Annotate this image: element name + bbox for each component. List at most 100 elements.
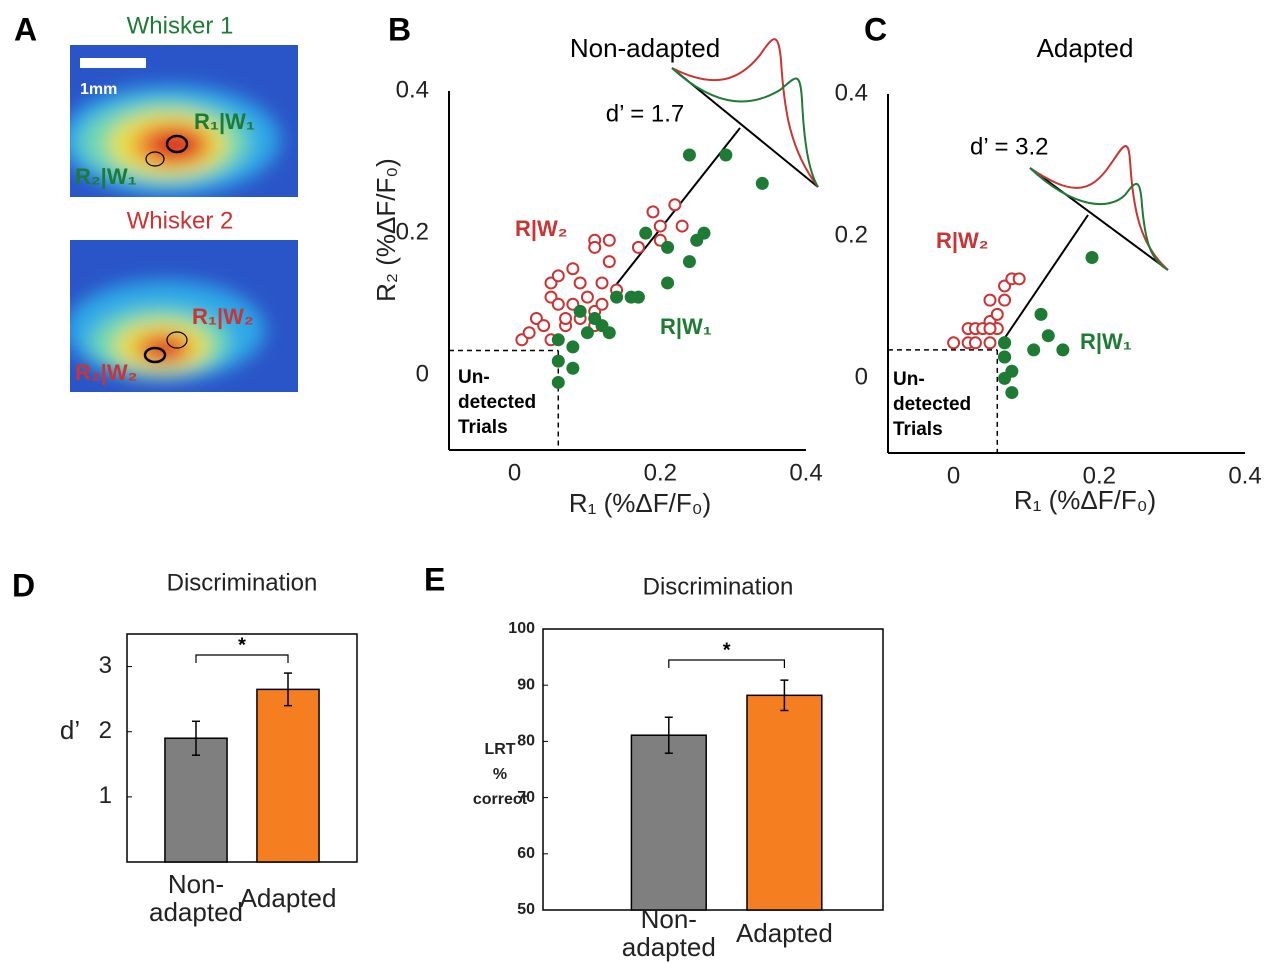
x-tick-label: Non-adapted (622, 904, 716, 962)
point (524, 327, 535, 338)
panel-label: A (14, 11, 37, 47)
series-label: R|W₁ (1080, 329, 1132, 354)
y-axis-label: LRT%correct (473, 741, 528, 808)
point (640, 228, 651, 239)
x-axis-label: R₁ (%ΔF/F₀) (1014, 485, 1156, 515)
x-tick-label: 0.2 (644, 459, 677, 486)
point (553, 299, 564, 310)
point (970, 337, 981, 348)
point (633, 242, 644, 253)
chart-title: Non-adapted (570, 33, 720, 63)
point (1006, 387, 1017, 398)
point (948, 337, 959, 348)
y-tick-label: 100 (508, 620, 535, 637)
panel-label: D (12, 567, 35, 603)
point (662, 277, 673, 288)
y-axis-label: R₂ (%ΔF/F₀) (371, 158, 401, 302)
point (553, 356, 564, 367)
point (553, 270, 564, 281)
point (1014, 273, 1025, 284)
point (684, 256, 695, 267)
roi-label: R₂|W₁ (75, 164, 137, 189)
bar (165, 738, 227, 862)
y-tick-label: 0.2 (835, 222, 868, 249)
point (992, 309, 1003, 320)
y-tick-label: 0.4 (835, 79, 868, 106)
point (677, 221, 688, 232)
point (553, 377, 564, 388)
point (560, 313, 571, 324)
point (582, 292, 593, 303)
panel-label: C (864, 11, 887, 47)
y-tick-label: 60 (517, 845, 535, 862)
point (699, 228, 710, 239)
y-tick-label: 50 (517, 901, 535, 918)
point (1087, 252, 1098, 263)
series-label: R|W₂ (515, 216, 568, 241)
plot-frame (127, 634, 357, 862)
point (655, 221, 666, 232)
point (662, 242, 673, 253)
y-tick-label: 0 (855, 364, 868, 391)
distribution-sketch (612, 39, 1168, 345)
point (999, 352, 1010, 363)
point (1036, 309, 1047, 320)
point (1057, 344, 1068, 355)
scale-label: 1mm (80, 81, 117, 98)
point (597, 277, 608, 288)
plot-frame (543, 629, 883, 910)
figure: A B C D E Whisker 1 1mm R₁|W₁ R₂|W₁ Whis… (0, 0, 1272, 964)
x-tick-label: Adapted (736, 918, 833, 948)
image-title: Whisker 1 (127, 12, 234, 39)
point (538, 320, 549, 331)
panel-label: B (388, 11, 411, 47)
chart-title: Discrimination (643, 573, 794, 600)
annotation: d’ = 3.2 (970, 133, 1049, 160)
scale-bar (80, 58, 146, 68)
point (589, 242, 600, 253)
chart-title: Discrimination (167, 569, 318, 596)
x-axis-label: R₁ (%ΔF/F₀) (569, 488, 711, 518)
x-tick-label: 0 (947, 462, 960, 489)
point (567, 263, 578, 274)
y-tick-label: 1 (99, 782, 112, 809)
point (684, 149, 695, 160)
series-label: R|W₁ (660, 314, 712, 339)
point (985, 295, 996, 306)
roi-label: R₁|W₂ (192, 304, 254, 329)
image-title: Whisker 2 (127, 207, 234, 234)
x-tick-label: 0 (508, 459, 521, 486)
bar (257, 689, 319, 862)
y-tick-label: 0 (416, 361, 429, 388)
point (597, 299, 608, 310)
point (604, 256, 615, 267)
point (999, 295, 1010, 306)
point (1043, 330, 1054, 341)
point (582, 327, 593, 338)
point (567, 341, 578, 352)
point (1028, 344, 1039, 355)
x-tick-label: 0.4 (1228, 462, 1261, 489)
x-tick-label: 0.4 (789, 459, 822, 486)
chart-title: Adapted (1037, 33, 1134, 63)
y-tick-label: 80 (517, 733, 535, 750)
point (720, 149, 731, 160)
point (757, 178, 768, 189)
point (611, 292, 622, 303)
point (1006, 366, 1017, 377)
point (669, 199, 680, 210)
panel-label: E (424, 561, 445, 597)
y-tick-label: 2 (99, 717, 112, 744)
point (589, 313, 600, 324)
point (575, 277, 586, 288)
bar (747, 695, 822, 910)
significance-label: * (723, 639, 731, 661)
point (648, 206, 659, 217)
point (604, 235, 615, 246)
point (575, 306, 586, 317)
y-axis-label: d’ (60, 715, 80, 745)
roi-label: R₂|W₂ (75, 360, 137, 385)
x-tick-label: Adapted (240, 883, 337, 913)
